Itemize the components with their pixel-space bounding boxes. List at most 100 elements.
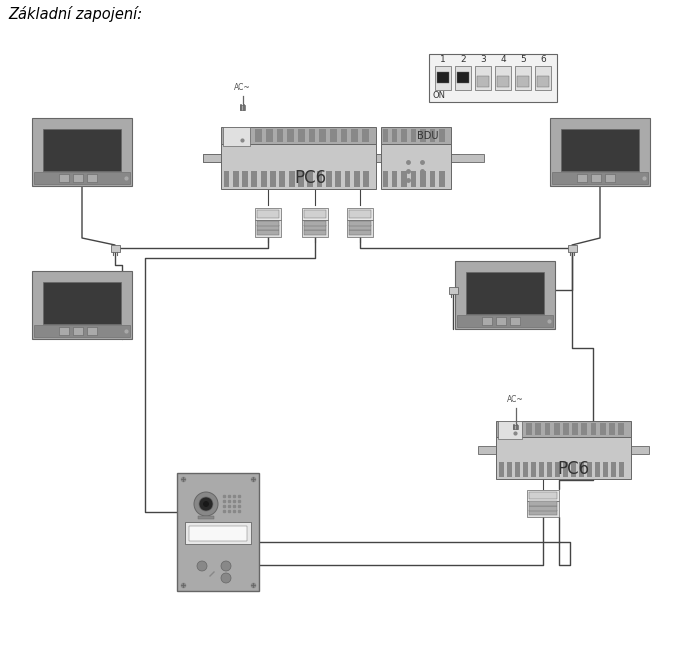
Bar xyxy=(496,421,631,437)
Text: PC6: PC6 xyxy=(557,460,590,478)
Bar xyxy=(579,462,584,477)
Bar xyxy=(304,210,326,218)
Bar xyxy=(495,66,511,91)
Bar xyxy=(496,437,631,479)
Bar xyxy=(383,129,388,142)
Bar xyxy=(595,462,600,477)
Bar xyxy=(439,129,445,142)
Bar xyxy=(466,272,544,314)
Bar xyxy=(354,171,360,187)
Bar xyxy=(477,76,489,87)
Bar xyxy=(581,423,587,435)
Bar xyxy=(240,105,245,110)
Bar xyxy=(411,171,416,187)
Bar xyxy=(435,66,451,91)
Bar xyxy=(287,129,294,142)
Bar xyxy=(185,522,251,544)
Bar xyxy=(550,118,650,186)
Bar xyxy=(496,316,506,325)
Bar xyxy=(561,129,639,171)
Bar xyxy=(517,76,529,87)
Bar xyxy=(32,118,132,186)
Text: 5: 5 xyxy=(520,54,526,64)
Bar xyxy=(609,423,615,435)
Bar xyxy=(507,423,514,435)
Bar xyxy=(351,129,358,142)
Bar xyxy=(223,127,251,146)
Bar xyxy=(571,462,576,477)
Bar xyxy=(591,173,601,182)
Bar xyxy=(43,129,121,171)
Bar xyxy=(34,171,130,184)
Bar xyxy=(600,423,606,435)
Bar xyxy=(544,423,551,435)
Bar xyxy=(381,127,450,144)
Text: AC~: AC~ xyxy=(234,83,251,93)
Bar xyxy=(257,225,279,230)
Bar xyxy=(527,501,559,517)
Circle shape xyxy=(194,492,218,516)
Bar xyxy=(223,129,230,142)
Bar xyxy=(270,171,276,187)
Bar xyxy=(411,129,416,142)
Bar xyxy=(439,171,445,187)
Bar xyxy=(498,423,505,435)
Bar xyxy=(563,423,569,435)
Bar xyxy=(535,423,541,435)
Bar xyxy=(251,171,258,187)
Text: 2: 2 xyxy=(460,54,466,64)
Bar xyxy=(455,66,471,91)
Bar xyxy=(587,462,592,477)
Bar xyxy=(527,490,559,501)
Bar xyxy=(257,210,279,218)
Bar xyxy=(330,129,337,142)
Bar xyxy=(529,501,557,506)
Bar xyxy=(221,127,376,144)
Bar xyxy=(279,171,285,187)
Bar xyxy=(514,425,518,429)
Bar xyxy=(349,230,371,235)
Text: 6: 6 xyxy=(540,54,546,64)
Bar xyxy=(298,129,305,142)
Bar xyxy=(381,144,450,189)
Bar xyxy=(619,462,624,477)
Bar xyxy=(59,327,69,335)
Bar xyxy=(539,462,544,477)
Bar xyxy=(437,72,449,83)
Bar xyxy=(498,462,503,477)
Bar xyxy=(429,129,435,142)
Bar xyxy=(349,225,371,230)
Bar xyxy=(547,462,552,477)
Bar xyxy=(363,171,369,187)
Text: PC6: PC6 xyxy=(294,169,326,187)
Bar xyxy=(308,171,313,187)
Bar xyxy=(455,261,555,329)
Bar xyxy=(302,208,328,220)
Bar xyxy=(317,171,322,187)
Bar xyxy=(577,173,587,182)
Bar xyxy=(362,129,368,142)
Bar xyxy=(383,171,388,187)
Bar xyxy=(510,316,520,325)
Bar xyxy=(429,171,435,187)
Text: Základní zapojení:: Základní zapojení: xyxy=(8,6,142,22)
Bar xyxy=(257,220,279,226)
Bar xyxy=(302,220,328,237)
Circle shape xyxy=(203,501,209,507)
Bar xyxy=(457,72,469,83)
Bar xyxy=(304,220,326,226)
Bar xyxy=(572,423,578,435)
Bar xyxy=(605,173,615,182)
Bar xyxy=(221,144,376,189)
Bar xyxy=(245,129,251,142)
Bar xyxy=(189,526,247,541)
Bar xyxy=(526,423,532,435)
Bar xyxy=(567,244,576,252)
Bar xyxy=(233,171,239,187)
Bar xyxy=(73,173,83,182)
Bar xyxy=(203,154,393,162)
Bar xyxy=(349,210,371,218)
Bar xyxy=(242,171,248,187)
Text: 3: 3 xyxy=(480,54,486,64)
Bar xyxy=(73,327,83,335)
